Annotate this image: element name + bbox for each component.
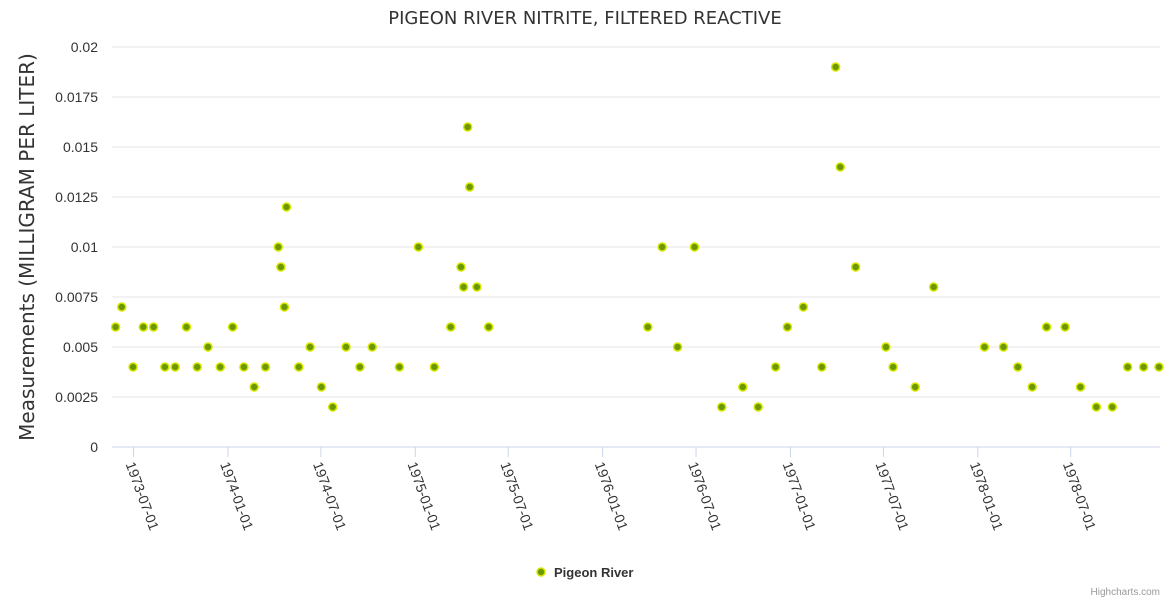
- data-point[interactable]: [830, 62, 841, 72]
- data-point[interactable]: [316, 382, 327, 392]
- data-point[interactable]: [716, 402, 727, 412]
- data-point[interactable]: [170, 362, 180, 372]
- data-point[interactable]: [276, 262, 286, 272]
- data-point[interactable]: [689, 242, 700, 252]
- data-point[interactable]: [817, 362, 827, 372]
- data-point[interactable]: [110, 322, 121, 332]
- data-point[interactable]: [1041, 322, 1052, 332]
- y-tick-label: 0.0125: [55, 189, 98, 205]
- data-point[interactable]: [1122, 362, 1133, 372]
- data-point[interactable]: [910, 382, 920, 392]
- data-point[interactable]: [456, 262, 466, 272]
- y-tick-label: 0: [90, 439, 98, 455]
- credits-link[interactable]: Highcharts.com: [1091, 587, 1160, 598]
- data-point[interactable]: [429, 362, 440, 372]
- data-point[interactable]: [1091, 402, 1102, 412]
- legend-item-pigeon-river[interactable]: Pigeon River: [536, 565, 633, 580]
- data-point[interactable]: [273, 242, 284, 252]
- data-point[interactable]: [192, 362, 202, 372]
- data-point[interactable]: [798, 302, 809, 312]
- data-point[interactable]: [1107, 402, 1118, 412]
- data-point[interactable]: [227, 322, 238, 332]
- data-point[interactable]: [413, 242, 424, 252]
- data-point[interactable]: [305, 342, 315, 352]
- data-point[interactable]: [770, 362, 781, 372]
- y-tick-label: 0.015: [63, 139, 98, 155]
- data-point[interactable]: [138, 322, 149, 332]
- data-point[interactable]: [657, 242, 667, 252]
- data-point[interactable]: [281, 202, 292, 212]
- data-point[interactable]: [782, 322, 793, 332]
- y-axis-title: Measurements (MILLIGRAM PER LITER): [15, 53, 39, 441]
- data-point[interactable]: [979, 342, 990, 352]
- data-point[interactable]: [355, 362, 365, 372]
- data-point[interactable]: [643, 322, 653, 332]
- chart-title: PIGEON RIVER NITRITE, FILTERED REACTIVE: [388, 8, 781, 29]
- data-point[interactable]: [148, 322, 159, 332]
- data-point[interactable]: [341, 342, 351, 352]
- legend-marker-icon: [536, 567, 546, 577]
- data-point[interactable]: [738, 382, 748, 392]
- y-tick-label: 0.0025: [55, 389, 98, 405]
- data-point[interactable]: [458, 282, 469, 292]
- data-point[interactable]: [462, 122, 473, 132]
- data-point[interactable]: [215, 362, 226, 372]
- data-point[interactable]: [203, 342, 213, 352]
- y-tick-label: 0.005: [63, 339, 98, 355]
- y-axis-ticks: 0 0.0025 0.005 0.0075 0.01 0.0125 0.015 0.0175 0…: [55, 39, 98, 455]
- y-tick-label: 0.0075: [55, 289, 98, 305]
- data-point[interactable]: [1013, 362, 1023, 372]
- data-point[interactable]: [279, 302, 290, 312]
- data-point[interactable]: [888, 362, 898, 372]
- data-point[interactable]: [1154, 362, 1164, 372]
- data-point[interactable]: [472, 282, 482, 292]
- data-point[interactable]: [181, 322, 192, 332]
- series-pigeon-river[interactable]: [110, 62, 1164, 412]
- data-point[interactable]: [672, 342, 683, 352]
- data-point[interactable]: [464, 182, 475, 192]
- y-tick-label: 0.0175: [55, 89, 98, 105]
- data-point[interactable]: [881, 342, 891, 352]
- data-point[interactable]: [117, 302, 127, 312]
- data-point[interactable]: [294, 362, 304, 372]
- y-tick-label: 0.02: [71, 39, 98, 55]
- data-point[interactable]: [239, 362, 249, 372]
- data-point[interactable]: [327, 402, 338, 412]
- data-point[interactable]: [128, 362, 138, 372]
- legend-label: Pigeon River: [554, 565, 633, 580]
- gridlines: [112, 46, 1160, 398]
- data-point[interactable]: [394, 362, 405, 372]
- data-point[interactable]: [249, 382, 259, 392]
- data-point[interactable]: [260, 362, 271, 372]
- data-point[interactable]: [1060, 322, 1070, 332]
- data-point[interactable]: [160, 362, 170, 372]
- data-point[interactable]: [367, 342, 377, 352]
- data-point[interactable]: [1138, 362, 1149, 372]
- data-point[interactable]: [850, 262, 861, 272]
- data-point[interactable]: [1075, 382, 1086, 392]
- data-point[interactable]: [753, 402, 763, 412]
- data-point[interactable]: [998, 342, 1009, 352]
- data-point[interactable]: [928, 282, 939, 292]
- data-point[interactable]: [483, 322, 494, 332]
- data-point[interactable]: [835, 162, 846, 172]
- data-point[interactable]: [445, 322, 456, 332]
- data-point[interactable]: [1027, 382, 1037, 392]
- y-tick-label: 0.01: [71, 239, 98, 255]
